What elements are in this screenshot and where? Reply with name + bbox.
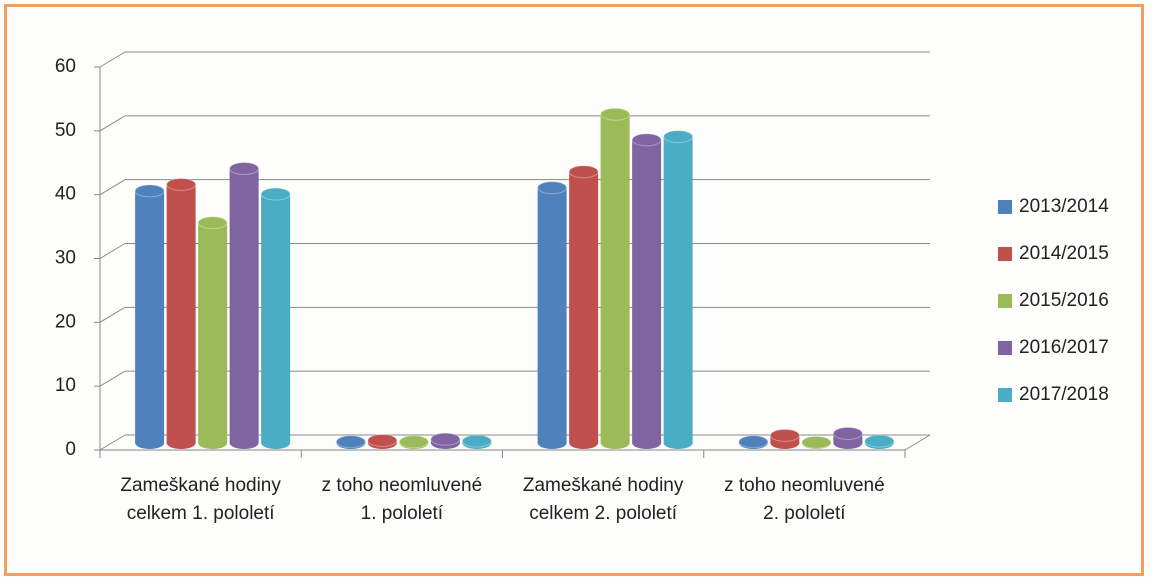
y-tick-label: 40 (55, 184, 76, 205)
bar (663, 136, 693, 443)
bar-cap (568, 165, 599, 179)
x-tick-label: z toho neomluvené 2. pololetí (724, 475, 885, 524)
bar (600, 114, 630, 443)
y-tick-label: 50 (55, 120, 76, 141)
bar (166, 184, 196, 443)
bar-cap (738, 435, 769, 449)
grid-line-side (99, 179, 126, 196)
legend-label: 2017/2018 (1019, 384, 1109, 405)
bar-cap (335, 435, 366, 449)
legend-label: 2016/2017 (1019, 337, 1109, 358)
bar-cap (832, 426, 863, 440)
x-tick-label: Zameškané hodiny celkem 1. pololetí (120, 475, 281, 524)
bar-cap (864, 434, 895, 448)
bar-cap (367, 433, 398, 447)
bar-cap (229, 162, 260, 176)
grid-line-side (99, 370, 126, 387)
bar (198, 222, 228, 443)
bar (229, 168, 259, 443)
x-tick-label: z toho neomluvené 1. pololetí (321, 475, 483, 524)
bar (261, 194, 291, 443)
bar (135, 190, 165, 443)
legend-swatch (998, 247, 1012, 261)
bar-cap (166, 177, 197, 191)
y-tick-label: 60 (55, 56, 76, 77)
legend-swatch (998, 200, 1012, 214)
bar (569, 171, 599, 444)
y-tick-label: 0 (65, 439, 76, 460)
bar-cap (461, 434, 492, 448)
bar-cap (197, 216, 228, 230)
y-tick-label: 10 (55, 375, 76, 396)
legend-label: 2015/2016 (1019, 290, 1109, 311)
grid-line-side (99, 306, 126, 323)
legend-label: 2014/2015 (1019, 243, 1109, 264)
x-tick-label: Zameškané hodiny celkem 2. pololetí (522, 475, 684, 524)
frame (4, 4, 1144, 576)
bar-cap (600, 107, 631, 121)
bar-cap (260, 187, 291, 201)
grid-line-side (99, 115, 126, 132)
bar-cap (134, 184, 165, 198)
legend-swatch (998, 388, 1012, 402)
bar-cap (801, 435, 832, 449)
grid-line-side (99, 434, 126, 451)
bar-cap (631, 133, 662, 147)
legend-swatch (998, 294, 1012, 308)
grid-line-side (99, 243, 126, 259)
bar (537, 187, 567, 443)
floor-right (904, 434, 931, 451)
bar (632, 139, 662, 443)
bar-cap (430, 432, 461, 446)
bar-cap (537, 181, 568, 195)
legend-label: 2013/2014 (1019, 196, 1109, 217)
legend-swatch (998, 341, 1012, 355)
bar-cap (663, 130, 694, 144)
bar-cap (769, 428, 800, 442)
y-tick-label: 20 (55, 311, 76, 332)
grid-line-side (99, 51, 126, 68)
y-tick-label: 30 (55, 248, 76, 269)
bar-cap (398, 435, 429, 449)
